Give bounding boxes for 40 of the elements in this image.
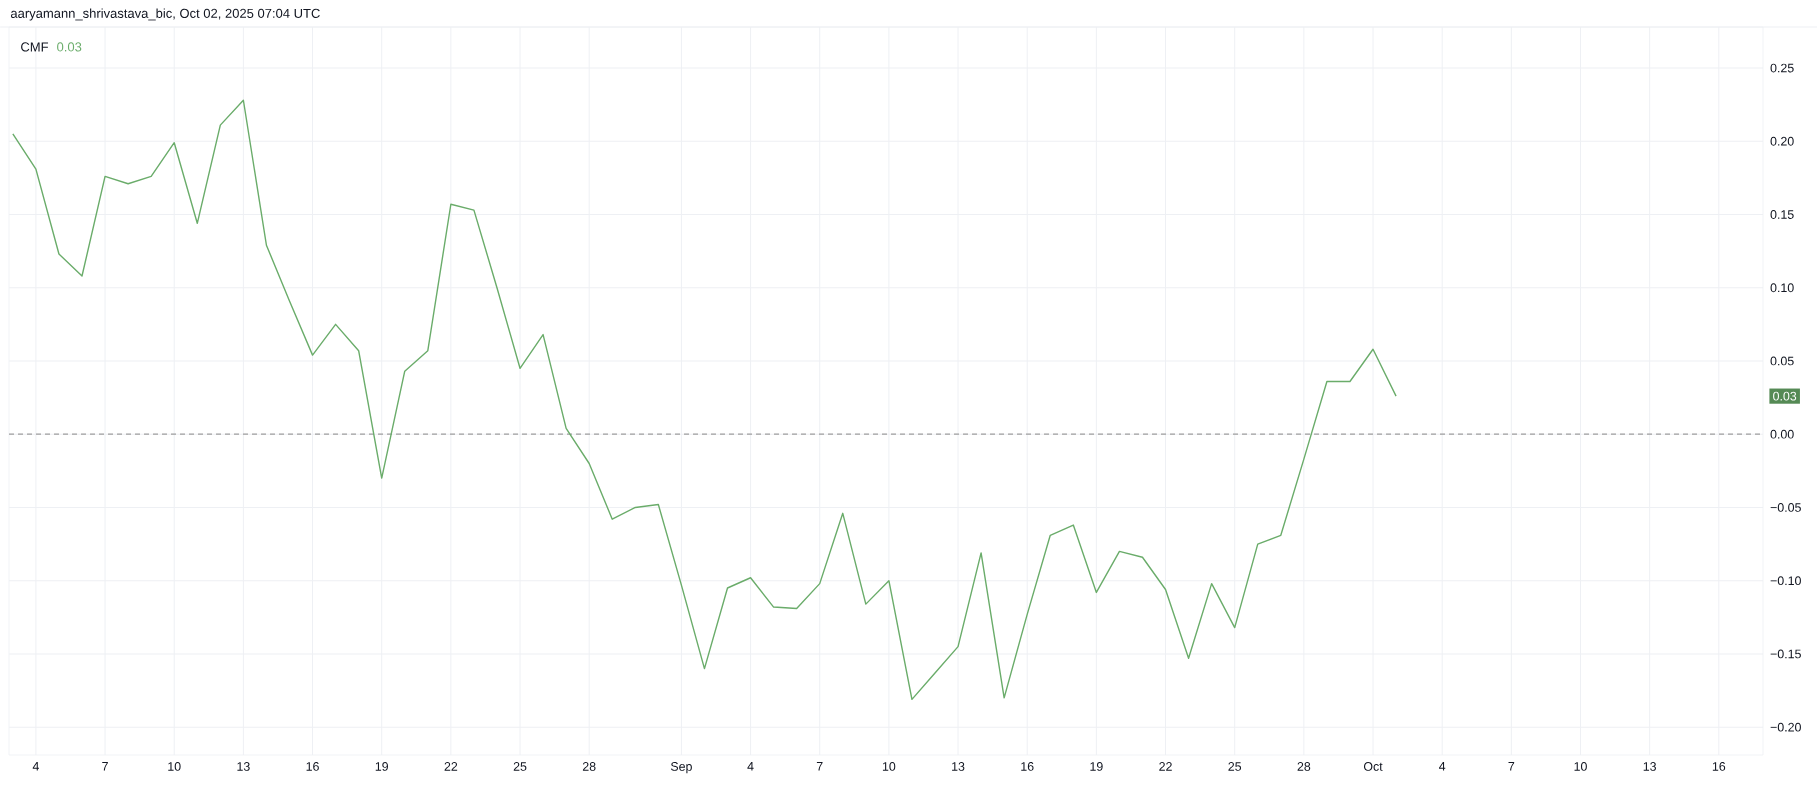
x-tick-label: 4 [32,762,39,771]
x-tick-label: 10 [168,762,181,771]
annotation: 0.03 [57,42,82,52]
x-tick-label: 7 [1508,762,1515,771]
y-tick-label: −0.15 [1770,649,1801,659]
y-tick-label: 0.00 [1770,429,1794,439]
x-tick-label: 13 [1643,762,1656,771]
y-tick-label: 0.25 [1770,63,1794,73]
y-tick-label: 0.15 [1770,210,1794,219]
x-tick-label: 25 [513,762,527,771]
x-tick-label: 22 [444,762,458,771]
y-tick-label: −0.05 [1770,503,1801,512]
x-tick-label: 25 [1228,762,1242,771]
y-tick-label: 0.10 [1770,283,1794,293]
y-tick-label: 0.05 [1770,356,1794,366]
x-tick-label: 16 [1712,762,1726,771]
x-tick-label: 4 [747,762,754,771]
x-tick-label: 28 [1297,762,1311,771]
x-tick-label: Oct [1363,762,1383,771]
text: 0.03 [1773,391,1797,401]
x-tick-label: 10 [882,762,896,771]
y-tick-label: 0.20 [1770,136,1794,146]
text: CMF [21,42,49,52]
y-tick-label: −0.10 [1770,576,1801,586]
line-series [12,99,1397,701]
y-tick-label: −0.20 [1770,722,1801,732]
x-tick-label: 28 [582,762,596,771]
x-tick-label: 19 [1090,762,1103,771]
x-tick-label: 22 [1159,762,1172,771]
x-tick-label: 10 [1574,762,1587,771]
x-tick-label: 7 [816,762,823,771]
x-tick-label: 7 [102,762,108,771]
x-tick-label: 13 [952,762,965,771]
x-tick-label: 16 [306,762,319,771]
chart-title: aaryamann_shrivastava_bic, Oct 02, 2025 07:04 UTC [10,8,320,21]
x-tick-label: 19 [375,762,389,771]
x-tick-label: 16 [1021,762,1034,771]
x-tick-label: 13 [237,762,250,771]
x-tick-label: Sep [670,762,692,774]
x-tick-label: 4 [1439,762,1446,771]
